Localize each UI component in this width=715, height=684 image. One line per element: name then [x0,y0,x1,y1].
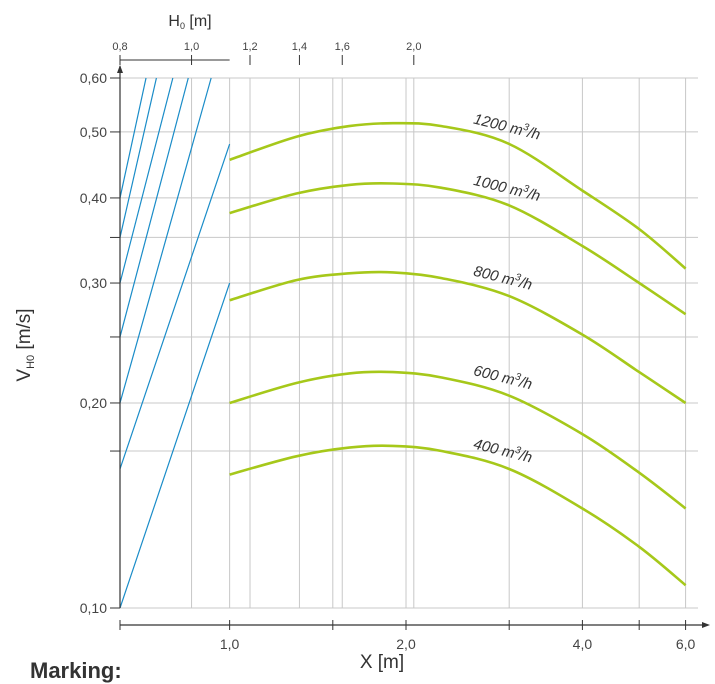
series-curve [229,121,687,270]
nomogram-line [119,77,158,238]
y-tick-label: 0,10 [80,600,107,616]
series-curve [229,444,687,587]
top-tick-label: 1,2 [242,41,257,53]
nomogram-line [119,77,212,404]
series-curves [229,121,687,587]
y-axis-arrow-icon [117,65,123,73]
top-tick-label: 1,4 [292,41,307,53]
nomogram-line [119,77,189,338]
y-tick-label: 0,60 [80,70,107,86]
x-axis-arrow-icon [702,622,710,628]
x-tick-label: 1,0 [220,636,240,652]
top-tick-label: 0,8 [112,41,127,53]
y-axis-title: VH0 [m/s] [14,308,37,381]
top-tick-label: 1,6 [335,41,350,53]
x-axis-title: X [m] [360,652,404,673]
series-label: 1000 m3/h [472,171,542,205]
y-tick-label: 0,40 [80,190,107,206]
series-label: 400 m3/h [472,435,534,467]
nomogram-line [119,282,231,609]
nomogram-line [119,77,174,284]
series-label: 800 m3/h [472,262,534,294]
series-curve [229,181,687,316]
nomogram-line [119,143,231,470]
top-tick-label: 2,0 [406,41,421,53]
series-label: 1200 m3/h [472,110,542,144]
axes [110,55,710,630]
labels: 1200 m3/h 1000 m3/h 800 m3/h 600 m3/h 400 m3… [14,13,696,673]
top-axis-title: H0 [m] [168,13,211,31]
x-tick-label: 6,0 [676,636,696,652]
y-tick-label: 0,50 [80,124,107,140]
y-tick-label: 0,20 [80,395,107,411]
series-curve [229,370,687,510]
series-curve [229,270,687,405]
series-label: 600 m3/h [472,361,534,393]
top-tick-label: 1,0 [184,41,199,53]
grid [119,77,698,609]
nomogram-lines [119,77,231,609]
nomogram-line [119,77,147,199]
x-tick-label: 4,0 [573,636,593,652]
x-tick-label: 2,0 [396,636,416,652]
y-tick-label: 0,30 [80,275,107,291]
marking-label: Marking: [30,658,122,683]
